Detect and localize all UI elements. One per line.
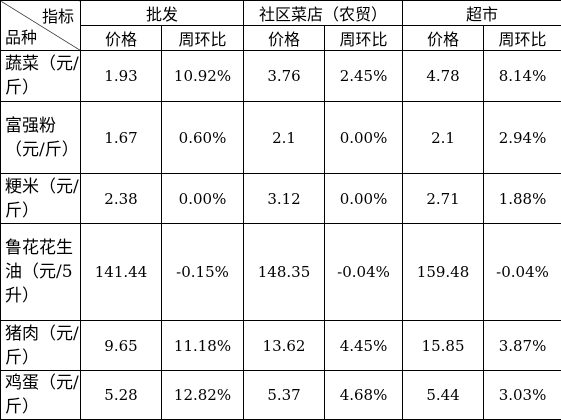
table-cell: 1.67	[80, 101, 162, 174]
item-name: 富强粉（元/斤）	[0, 101, 81, 174]
indicator-label: 指标	[41, 7, 74, 26]
table-row: 鲁花花生油（元/5升） 141.44 -0.15% 148.35 -0.04% …	[0, 223, 561, 321]
item-name: 猪肉（元/斤）	[0, 320, 81, 371]
table-cell: 2.38	[80, 173, 162, 224]
table-cell: 1.88%	[483, 173, 561, 224]
table-cell: 159.48	[402, 223, 485, 321]
table-cell: -0.04%	[483, 223, 561, 321]
column-header-price: 价格	[243, 25, 326, 51]
market-header-community: 社区菜店（农贸）	[243, 0, 404, 26]
table-cell: 13.62	[243, 320, 326, 371]
table-row: 鸡蛋（元/斤） 5.28 12.82% 5.37 4.68% 5.44 3.03…	[0, 370, 561, 420]
item-name: 粳米（元/斤）	[0, 173, 81, 224]
table-row: 粳米（元/斤） 2.38 0.00% 3.12 0.00% 2.71 1.88%	[0, 173, 561, 224]
column-header-price: 价格	[402, 25, 485, 51]
table-cell: 2.1	[402, 101, 485, 174]
variety-label: 品种	[5, 28, 38, 47]
table-cell: 8.14%	[483, 50, 561, 102]
table-cell: -0.15%	[160, 223, 245, 321]
table-cell: 4.68%	[324, 370, 404, 420]
table-cell: 4.78	[402, 50, 485, 102]
table-cell: 12.82%	[160, 370, 245, 420]
table-cell: 2.94%	[483, 101, 561, 174]
column-header-change: 周环比	[324, 25, 404, 51]
table-cell: 0.00%	[324, 173, 404, 224]
table-cell: 5.28	[80, 370, 162, 420]
column-header-price: 价格	[80, 25, 162, 51]
table-cell: 1.93	[80, 50, 162, 102]
item-name: 鲁花花生油（元/5升）	[0, 223, 81, 321]
table-cell: 3.76	[243, 50, 326, 102]
table-cell: 141.44	[80, 223, 162, 321]
table-cell: 4.45%	[324, 320, 404, 371]
table-row: 蔬菜（元/斤） 1.93 10.92% 3.76 2.45% 4.78 8.14…	[0, 50, 561, 102]
market-header-supermarket: 超市	[402, 0, 561, 26]
table-cell: 2.45%	[324, 50, 404, 102]
table-cell: -0.04%	[324, 223, 404, 321]
table-cell: 0.00%	[160, 173, 245, 224]
header-row-columns: 价格 周环比 价格 周环比 价格 周环比	[1, 25, 561, 51]
table-cell: 3.03%	[483, 370, 561, 420]
item-name: 蔬菜（元/斤）	[0, 50, 81, 102]
table-cell: 2.71	[402, 173, 485, 224]
table-cell: 148.35	[243, 223, 326, 321]
table-cell: 0.00%	[324, 101, 404, 174]
table-cell: 10.92%	[160, 50, 245, 102]
table-cell: 15.85	[402, 320, 485, 371]
table-row: 猪肉（元/斤） 9.65 11.18% 13.62 4.45% 15.85 3.…	[0, 320, 561, 371]
market-header-wholesale: 批发	[79, 0, 245, 26]
diagonal-header-cell: 指标 品种	[0, 0, 81, 51]
table-cell: 9.65	[80, 320, 162, 371]
table-cell: 3.12	[243, 173, 326, 224]
table-cell: 0.60%	[160, 101, 245, 174]
table-cell: 11.18%	[160, 320, 245, 371]
table-row: 富强粉（元/斤） 1.67 0.60% 2.1 0.00% 2.1 2.94%	[0, 101, 561, 174]
table-cell: 5.37	[243, 370, 326, 420]
table-cell: 5.44	[402, 370, 485, 420]
item-name: 鸡蛋（元/斤）	[0, 370, 81, 420]
column-header-change: 周环比	[160, 25, 245, 51]
table-cell: 2.1	[243, 101, 326, 174]
table-cell: 3.87%	[483, 320, 561, 371]
header-row-markets: 指标 品种 批发 社区菜店（农贸） 超市	[0, 0, 561, 51]
column-header-change: 周环比	[483, 25, 561, 51]
